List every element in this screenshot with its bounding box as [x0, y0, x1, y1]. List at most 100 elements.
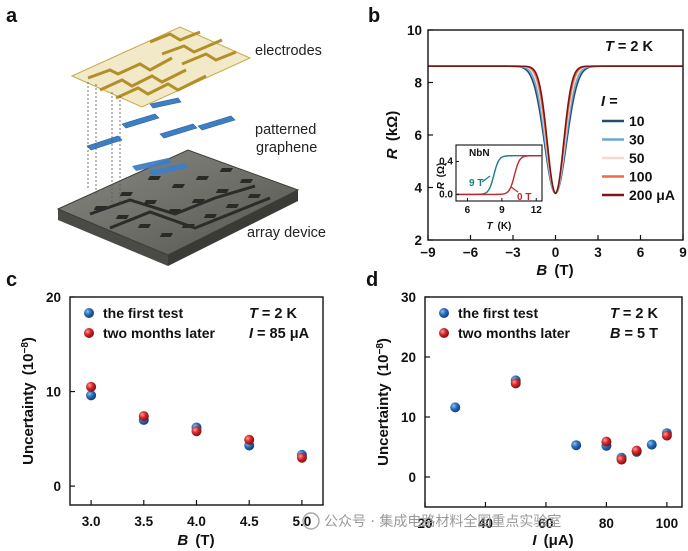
- pb-xtick-label: 9: [679, 245, 687, 260]
- pb-legend-label: 200 μA: [629, 187, 675, 203]
- pb-inset-title: NbN: [469, 148, 490, 159]
- pd-ylabel: Uncertainty (10−8): [375, 338, 393, 466]
- pd-xtick-label: 80: [599, 516, 614, 531]
- pb-legend-title: I =: [601, 94, 618, 110]
- pc-point-two-months-later: [244, 434, 255, 445]
- pb-inset-xtick-label: 9: [499, 205, 505, 216]
- pb-inset-label-9T: 9 T: [469, 178, 483, 189]
- pb-ytick-label: 8: [414, 76, 422, 91]
- graphene-on-chip: [132, 158, 188, 176]
- pc-point-two-months-later: [86, 381, 97, 392]
- pb-annotation: T = 2 K: [605, 39, 653, 55]
- pc-xtick-label: 3.5: [134, 514, 153, 529]
- panel-letter-a: a: [6, 5, 18, 27]
- pd-frame: [424, 296, 683, 508]
- pc-legend: the first test two months later: [84, 305, 216, 341]
- pb-inset-ytick-label: 0.4: [439, 156, 453, 167]
- pd-xtick-label: 20: [417, 516, 432, 531]
- pd-point-two-months-later: [631, 445, 642, 456]
- pb-ytick-label: 6: [414, 128, 422, 143]
- pd-xtick-label: 60: [538, 516, 553, 531]
- pc-annotation-1: T = 2 K: [249, 306, 297, 322]
- pc-xlabel: B (T): [177, 532, 214, 549]
- pb-xtick-label: 3: [594, 245, 602, 260]
- panel-letter-b: b: [368, 5, 380, 27]
- pb-inset-ylabel: R (Ω): [436, 163, 447, 190]
- pd-point-two-months-later: [661, 430, 672, 441]
- pd-xtick-label: 40: [478, 516, 493, 531]
- chip-traces-2: [109, 196, 271, 230]
- pb-ytick-label: 4: [414, 181, 422, 196]
- pb-legend: 10 30 50 100 200 μA: [602, 113, 675, 203]
- watermark: 公众号 · 集成电路材料全国重点实验室: [302, 512, 561, 530]
- pd-legend-marker-first: [439, 308, 449, 318]
- pd-ytick-label: 30: [401, 290, 416, 305]
- pd-point-two-months-later: [601, 436, 612, 447]
- pd-annotation-2: B = 5 T: [610, 326, 658, 342]
- pd-annotation-1: T = 2 K: [610, 306, 658, 322]
- pb-legend-label: 100: [629, 169, 653, 185]
- label-patterned: patterned: [255, 122, 316, 138]
- pb-inset-xtick-label: 12: [531, 205, 543, 216]
- pb-ytick-label: 2: [414, 233, 422, 248]
- pb-inset-xlabel: T (K): [487, 221, 512, 232]
- chip-side-right: [168, 190, 298, 266]
- pc-xtick-label: 4.0: [187, 514, 206, 529]
- pb-inset-arrow-9T: [481, 175, 491, 183]
- pc-legend-later: two months later: [103, 325, 216, 341]
- pb-xlabel: B (T): [536, 262, 573, 279]
- pc-xtick-label: 3.0: [82, 514, 101, 529]
- pd-legend-first: the first test: [458, 305, 538, 321]
- pd-ytick-label: 10: [401, 410, 416, 425]
- chip-top: [56, 149, 300, 256]
- pd-ytick-label: 0: [408, 470, 416, 485]
- panel-b-chart: −9 −6 −3 0 3 6 9 2 4 6 8 10 R (kΩ) B (T) T = 2 K I …: [384, 23, 687, 279]
- patterned-graphene: [86, 97, 236, 151]
- pb-legend-label: 30: [629, 132, 645, 148]
- pb-inset-ytick-label: 0.0: [439, 189, 453, 200]
- pd-xtick-label: 100: [656, 516, 679, 531]
- pd-ytick-label: 20: [401, 350, 416, 365]
- pd-point-two-months-later: [616, 454, 627, 465]
- alignment-guides: [87, 82, 121, 206]
- pd-xlabel: I (μA): [532, 532, 573, 549]
- pb-inset: 6 9 12 0.0 0.4 NbN R (Ω) T (K) 9 T 0 T: [436, 144, 543, 232]
- pd-legend: the first test two months later: [439, 305, 571, 341]
- label-array-device: array device: [247, 225, 326, 241]
- pc-ytick-label: 20: [46, 290, 61, 305]
- pb-ytick-label: 10: [407, 23, 422, 38]
- panel-letter-d: d: [366, 269, 378, 291]
- wechat-icon: [302, 512, 320, 530]
- pc-point-first-test: [86, 390, 97, 401]
- pc-ytick-label: 10: [46, 385, 61, 400]
- pc-legend-first: the first test: [103, 305, 183, 321]
- pc-ytick-label: 0: [53, 479, 61, 494]
- pb-series-lines: [428, 65, 683, 195]
- label-graphene: graphene: [256, 140, 317, 156]
- pc-ylabel: Uncertainty (10−8): [20, 337, 38, 465]
- pc-xtick-label: 4.5: [240, 514, 259, 529]
- panel-letter-c: c: [6, 269, 17, 291]
- electrode-pattern: [87, 30, 237, 100]
- pc-legend-marker-later: [84, 328, 94, 338]
- panel-d-chart: 20 40 60 80 100 0 10 20 30 Uncertainty (10−8) I …: [375, 290, 683, 549]
- pb-legend-label: 10: [629, 113, 645, 129]
- pb-series-200-μA: [428, 65, 683, 195]
- pb-xtick-label: −3: [505, 245, 521, 260]
- pb-xtick-label: 6: [637, 245, 645, 260]
- pb-xtick-label: 0: [552, 245, 560, 260]
- pd-legend-marker-later: [439, 328, 449, 338]
- pb-inset-arrow-0T: [510, 186, 519, 193]
- pd-point-first-test: [646, 439, 657, 450]
- pd-point-first-test: [571, 440, 582, 451]
- pd-point-two-months-later: [510, 378, 521, 389]
- chip-side-left: [58, 209, 168, 266]
- label-electrodes: electrodes: [255, 43, 322, 59]
- pb-legend-label: 50: [629, 150, 645, 166]
- pd-legend-later: two months later: [458, 325, 571, 341]
- pb-inset-label-0T: 0 T: [517, 192, 531, 203]
- pc-annotation-2: I = 85 μA: [249, 326, 310, 342]
- watermark-text: 公众号 · 集成电路材料全国重点实验室: [324, 513, 561, 530]
- pb-xtick-label: −6: [463, 245, 479, 260]
- pb-inset-frame: [455, 144, 543, 202]
